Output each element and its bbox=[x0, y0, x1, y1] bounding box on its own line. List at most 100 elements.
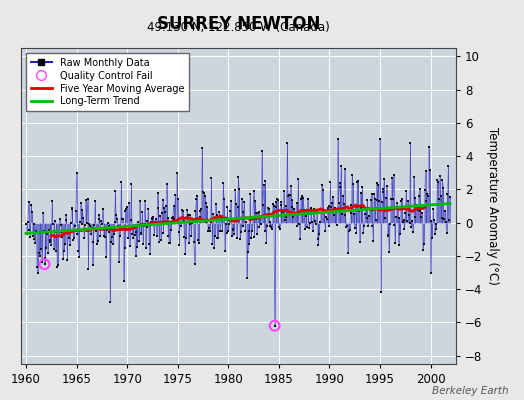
Point bbox=[132, 229, 140, 235]
Point bbox=[386, 220, 395, 227]
Point bbox=[405, 212, 413, 218]
Point bbox=[289, 214, 298, 220]
Point bbox=[372, 217, 380, 223]
Point bbox=[257, 221, 265, 227]
Point bbox=[423, 190, 431, 197]
Point bbox=[65, 235, 73, 241]
Point bbox=[48, 198, 57, 204]
Point bbox=[340, 201, 348, 207]
Point bbox=[148, 215, 157, 222]
Point bbox=[124, 235, 132, 241]
Point bbox=[414, 192, 423, 199]
Y-axis label: Temperature Anomaly (°C): Temperature Anomaly (°C) bbox=[486, 127, 499, 285]
Point bbox=[300, 207, 308, 213]
Point bbox=[381, 215, 389, 222]
Point bbox=[165, 240, 173, 246]
Point bbox=[327, 203, 335, 210]
Point bbox=[161, 209, 169, 216]
Point bbox=[58, 233, 67, 240]
Point bbox=[205, 224, 213, 231]
Point bbox=[164, 233, 172, 239]
Point bbox=[141, 245, 150, 252]
Point bbox=[222, 221, 230, 227]
Point bbox=[279, 209, 287, 216]
Point bbox=[160, 205, 168, 212]
Point bbox=[181, 250, 190, 257]
Point bbox=[75, 254, 83, 260]
Point bbox=[361, 210, 369, 217]
Point bbox=[377, 199, 386, 206]
Point bbox=[252, 210, 260, 216]
Point bbox=[95, 216, 104, 222]
Point bbox=[82, 219, 91, 226]
Point bbox=[129, 235, 137, 241]
Point bbox=[106, 299, 115, 306]
Point bbox=[33, 264, 41, 270]
Point bbox=[371, 196, 379, 202]
Point bbox=[411, 214, 420, 220]
Point bbox=[212, 212, 221, 218]
Point bbox=[96, 232, 104, 239]
Point bbox=[42, 245, 50, 252]
Point bbox=[379, 188, 388, 195]
Point bbox=[399, 217, 408, 223]
Point bbox=[136, 198, 144, 204]
Point bbox=[180, 234, 189, 240]
Point bbox=[408, 218, 416, 225]
Point bbox=[177, 222, 185, 229]
Point bbox=[425, 167, 434, 173]
Point bbox=[242, 219, 250, 226]
Point bbox=[143, 218, 151, 224]
Point bbox=[291, 210, 300, 216]
Point bbox=[173, 169, 181, 176]
Point bbox=[334, 136, 342, 143]
Point bbox=[126, 217, 135, 224]
Point bbox=[154, 204, 162, 211]
Point bbox=[398, 196, 406, 202]
Point bbox=[339, 192, 347, 199]
Point bbox=[388, 175, 396, 181]
Point bbox=[345, 228, 353, 234]
Point bbox=[270, 322, 279, 329]
Point bbox=[39, 228, 48, 235]
Point bbox=[119, 216, 127, 222]
Point bbox=[266, 219, 275, 226]
Point bbox=[227, 233, 236, 240]
Point bbox=[341, 166, 349, 172]
Point bbox=[208, 241, 216, 247]
Point bbox=[444, 163, 453, 170]
Point bbox=[188, 219, 196, 226]
Point bbox=[324, 223, 333, 229]
Point bbox=[46, 236, 54, 243]
Point bbox=[108, 234, 116, 240]
Point bbox=[294, 176, 302, 182]
Point bbox=[341, 212, 350, 218]
Point bbox=[314, 242, 323, 248]
Point bbox=[280, 188, 288, 194]
Point bbox=[428, 235, 436, 241]
Point bbox=[256, 215, 265, 221]
Point bbox=[373, 180, 381, 186]
Point bbox=[287, 183, 295, 189]
Point bbox=[136, 230, 145, 237]
Point bbox=[62, 217, 71, 224]
Point bbox=[383, 183, 391, 189]
Point bbox=[123, 204, 132, 211]
Point bbox=[32, 228, 40, 234]
Point bbox=[291, 212, 299, 219]
Point bbox=[114, 223, 122, 230]
Point bbox=[143, 224, 151, 231]
Point bbox=[72, 208, 80, 214]
Point bbox=[334, 200, 343, 206]
Point bbox=[399, 219, 407, 225]
Point bbox=[427, 218, 435, 224]
Point bbox=[213, 235, 222, 242]
Point bbox=[233, 235, 241, 241]
Point bbox=[179, 218, 188, 224]
Point bbox=[346, 209, 355, 216]
Point bbox=[167, 226, 175, 233]
Point bbox=[296, 236, 304, 242]
Point bbox=[102, 254, 110, 260]
Point bbox=[36, 229, 45, 236]
Point bbox=[406, 220, 414, 226]
